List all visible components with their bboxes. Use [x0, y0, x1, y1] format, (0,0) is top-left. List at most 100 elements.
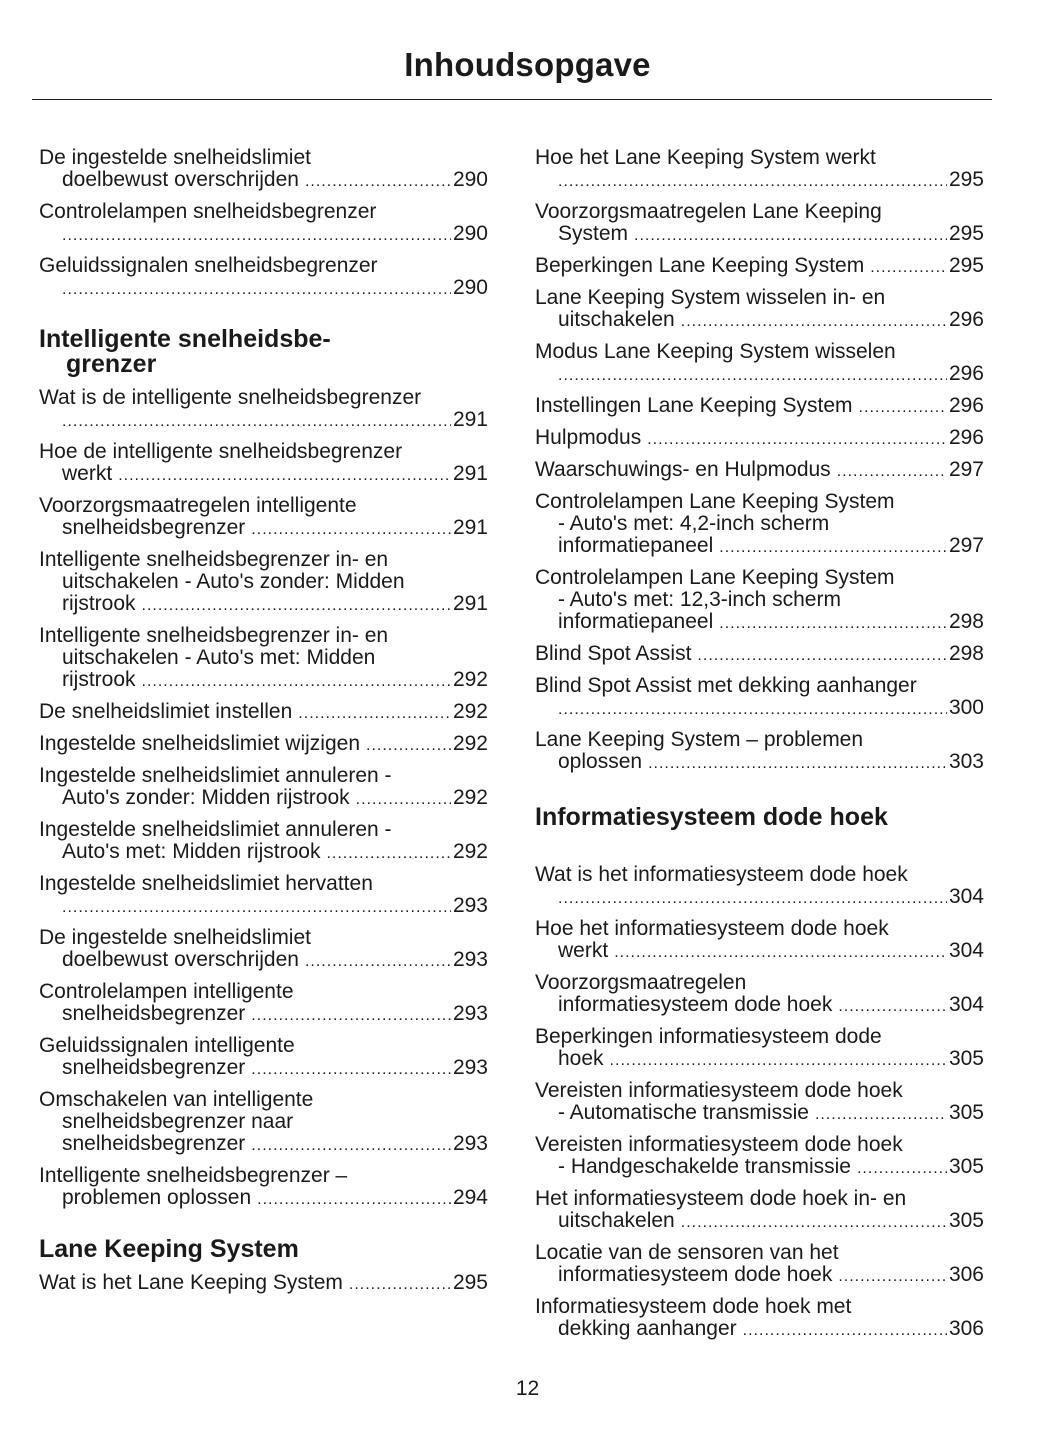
toc-page-number[interactable]: 294 [452, 1186, 488, 1209]
toc-entry[interactable]: Ingestelde snelheidslimiet annuleren - Au… [39, 765, 488, 811]
toc-entry[interactable]: Ingestelde snelheidslimiet wijzigen.....… [39, 733, 488, 757]
toc-page-number[interactable]: 306 [948, 1317, 984, 1340]
toc-entry[interactable]: Intelligente snelheidsbegrenzer in- en ui… [39, 549, 488, 617]
toc-page-number[interactable]: 297 [948, 534, 984, 557]
toc-entry-text: rijstrook [62, 592, 136, 615]
toc-entry[interactable]: Controlelampen intelligente snelheidsbegr… [39, 981, 488, 1027]
toc-page-number[interactable]: 296 [948, 426, 984, 449]
toc-entry[interactable]: Hoe de intelligente snelheidsbegrenzer we… [39, 441, 488, 487]
dot-leader: ........................................… [609, 1052, 947, 1069]
toc-page-number[interactable]: 292 [452, 700, 488, 723]
toc-page-number[interactable]: 296 [948, 362, 984, 385]
toc-entry-text: hoek [558, 1047, 604, 1070]
toc-page-number[interactable]: 293 [452, 1132, 488, 1155]
toc-entry[interactable]: Lane Keeping System wisselen in- en uitsc… [535, 287, 984, 333]
toc-entry-last-line: uitschakelen............................… [535, 1210, 984, 1234]
toc-page-number[interactable]: 303 [948, 750, 984, 773]
toc-page-number[interactable]: 305 [948, 1209, 984, 1232]
toc-entry[interactable]: Controlelampen snelheidsbegrenzer.......… [39, 201, 488, 247]
toc-entry[interactable]: Intelligente snelheidsbegrenzer – problem… [39, 1165, 488, 1211]
toc-entry[interactable]: Blind Spot Assist.......................… [535, 643, 984, 667]
toc-entry[interactable]: Locatie van de sensoren van het informati… [535, 1242, 984, 1288]
toc-page-number[interactable]: 298 [948, 642, 984, 665]
toc-entry[interactable]: Beperkingen informatiesysteem dode hoek..… [535, 1026, 984, 1072]
dot-leader: ........................................… [647, 431, 947, 448]
toc-entry-text: Intelligente snelheidsbegrenzer in- en [39, 624, 389, 647]
toc-entry[interactable]: Informatiesysteem dode hoek met dekking a… [535, 1296, 984, 1342]
toc-entry[interactable]: Voorzorgsmaatregelen informatiesysteem do… [535, 972, 984, 1018]
toc-page-number[interactable]: 293 [452, 894, 488, 917]
toc-page-number[interactable]: 297 [948, 458, 984, 481]
toc-page-number[interactable]: 295 [948, 254, 984, 277]
toc-entry[interactable]: Omschakelen van intelligente snelheidsbeg… [39, 1089, 488, 1157]
toc-page-number[interactable]: 304 [948, 885, 984, 908]
toc-page-number[interactable]: 292 [452, 786, 488, 809]
toc-page-number[interactable]: 298 [948, 610, 984, 633]
toc-page-number[interactable]: 292 [452, 732, 488, 755]
toc-page-number[interactable]: 290 [452, 168, 488, 191]
toc-page-number[interactable]: 292 [452, 840, 488, 863]
toc-entry[interactable]: Blind Spot Assist met dekking aanhanger.… [535, 675, 984, 721]
toc-page-number[interactable]: 305 [948, 1101, 984, 1124]
toc-entry[interactable]: Voorzorgsmaatregelen intelligente snelhei… [39, 495, 488, 541]
dot-leader: ........................................… [558, 701, 947, 718]
toc-entry[interactable]: Het informatiesysteem dode hoek in- en ui… [535, 1188, 984, 1234]
toc-entry[interactable]: Controlelampen Lane Keeping System - Auto… [535, 491, 984, 559]
toc-entry-text: Instellingen Lane Keeping System [535, 394, 853, 417]
toc-page-number[interactable]: 305 [948, 1155, 984, 1178]
dot-leader: ........................................… [62, 281, 451, 298]
toc-column-left: De ingestelde snelheidslimiet doelbewust … [39, 147, 488, 1304]
toc-entry[interactable]: Vereisten informatiesysteem dode hoek - H… [535, 1134, 984, 1180]
toc-entry[interactable]: De ingestelde snelheidslimiet doelbewust … [39, 147, 488, 193]
toc-page-number[interactable]: 292 [452, 668, 488, 691]
toc-page-number[interactable]: 290 [452, 276, 488, 299]
toc-page-number[interactable]: 290 [452, 222, 488, 245]
toc-page-number[interactable]: 291 [452, 592, 488, 615]
toc-entry[interactable]: Geluidssignalen snelheidsbegrenzer......… [39, 255, 488, 301]
toc-entry[interactable]: Wat is de intelligente snelheidsbegrenze… [39, 387, 488, 433]
toc-entry[interactable]: Geluidssignalen intelligente snelheidsbeg… [39, 1035, 488, 1081]
toc-entry[interactable]: Modus Lane Keeping System wisselen......… [535, 341, 984, 387]
toc-entry[interactable]: Hoe het informatiesysteem dode hoek werkt… [535, 918, 984, 964]
toc-entry[interactable]: De snelheidslimiet instellen............… [39, 701, 488, 725]
toc-entry[interactable]: Instellingen Lane Keeping System........… [535, 395, 984, 419]
toc-page-number[interactable]: 293 [452, 1056, 488, 1079]
toc-entry[interactable]: Ingestelde snelheidslimiet hervatten....… [39, 873, 488, 919]
toc-entry-text: Het informatiesysteem dode hoek in- en [535, 1187, 907, 1210]
toc-page-number[interactable]: 295 [452, 1271, 488, 1294]
toc-entry[interactable]: Lane Keeping System – problemen oplossen.… [535, 729, 984, 775]
toc-entry[interactable]: Wat is het informatiesysteem dode hoek..… [535, 864, 984, 910]
toc-page-number[interactable]: 291 [452, 516, 488, 539]
toc-entry[interactable]: Controlelampen Lane Keeping System - Auto… [535, 567, 984, 635]
toc-entry[interactable]: De ingestelde snelheidslimiet doelbewust … [39, 927, 488, 973]
toc-page-number[interactable]: 291 [452, 408, 488, 431]
toc-entry[interactable]: Intelligente snelheidsbegrenzer in- en ui… [39, 625, 488, 693]
toc-page-number[interactable]: 304 [948, 939, 984, 962]
toc-entry[interactable]: Ingestelde snelheidslimiet annuleren - Au… [39, 819, 488, 865]
toc-page-number[interactable]: 304 [948, 993, 984, 1016]
toc-entry-last-line: informatiepaneel........................… [535, 535, 984, 559]
toc-page-number[interactable]: 296 [948, 308, 984, 331]
toc-entry[interactable]: Waarschuwings- en Hulpmodus.............… [535, 459, 984, 483]
toc-entry[interactable]: Vereisten informatiesysteem dode hoek - A… [535, 1080, 984, 1126]
toc-page-number[interactable]: 306 [948, 1263, 984, 1286]
toc-entry[interactable]: Beperkingen Lane Keeping System.........… [535, 255, 984, 279]
toc-page-number[interactable]: 291 [452, 462, 488, 485]
toc-entry-last-line: Auto's zonder: Midden rijstrook.........… [39, 787, 488, 811]
toc-page-number[interactable]: 300 [948, 696, 984, 719]
toc-page-number[interactable]: 293 [452, 948, 488, 971]
toc-page-number[interactable]: 296 [948, 394, 984, 417]
toc-entry-text: Hoe het Lane Keeping System werkt [535, 146, 876, 169]
toc-entry[interactable]: Voorzorgsmaatregelen Lane Keeping System.… [535, 201, 984, 247]
toc-page-number[interactable]: 295 [948, 168, 984, 191]
toc-entry-last-line: ........................................… [535, 169, 984, 193]
toc-entry-last-line: werkt...................................… [535, 940, 984, 964]
toc-entry-text: doelbewust overschrijden [62, 948, 299, 971]
toc-entry[interactable]: Hulpmodus...............................… [535, 427, 984, 451]
toc-page-number[interactable]: 293 [452, 1002, 488, 1025]
toc-page-number[interactable]: 305 [948, 1047, 984, 1070]
toc-entry[interactable]: Wat is het Lane Keeping System..........… [39, 1272, 488, 1296]
toc-page-number[interactable]: 295 [948, 222, 984, 245]
toc-entry[interactable]: Hoe het Lane Keeping System werkt.......… [535, 147, 984, 193]
dot-leader: ........................................… [251, 521, 451, 538]
